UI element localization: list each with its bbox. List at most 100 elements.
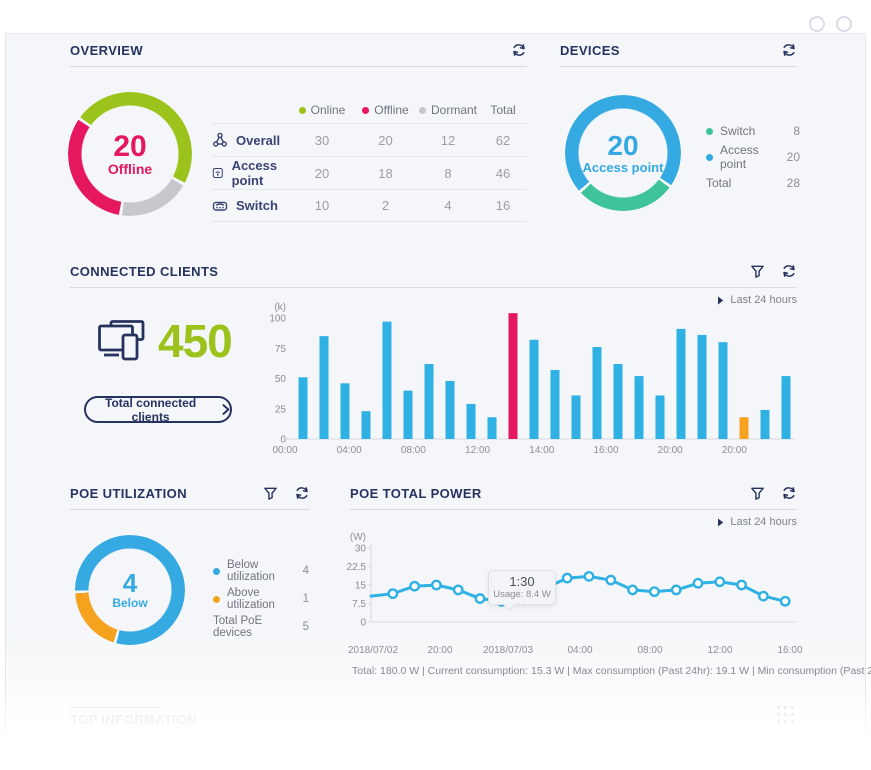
connected-clients-bar-chart: (k) 0 25 50 75 100 00:00 04:00 08:00 12:00 14:00 16… — [269, 302, 795, 456]
cell-value: 2 — [381, 198, 390, 213]
overview-donut-value: 20 — [113, 129, 147, 163]
poe-utilization-legend: Below utilization 4 Above utilization 1 … — [213, 557, 309, 641]
play-triangle-icon — [718, 296, 724, 304]
switch-icon — [212, 201, 228, 211]
svg-text:50: 50 — [275, 374, 287, 385]
legend-dot — [213, 567, 220, 575]
legend-dot — [362, 106, 370, 114]
overview-donut-label: Offline — [107, 161, 153, 178]
svg-text:16:00: 16:00 — [593, 445, 618, 456]
svg-text:08:00: 08:00 — [401, 445, 426, 456]
svg-text:14:00: 14:00 — [529, 445, 554, 456]
window-control-button[interactable] — [809, 16, 825, 32]
window-control-button[interactable] — [836, 16, 852, 32]
cell-value: 62 — [495, 132, 511, 148]
svg-text:04:00: 04:00 — [567, 645, 592, 656]
legend-label: Below utilization — [227, 559, 275, 583]
filter-icon[interactable] — [750, 264, 765, 279]
time-range-selector[interactable]: Last 24 hours — [717, 294, 797, 306]
poe-utilization-section-header: POE UTILIZATION — [70, 485, 310, 510]
refresh-icon[interactable] — [781, 263, 797, 279]
legend-dot — [418, 106, 426, 114]
refresh-icon[interactable] — [511, 42, 527, 58]
poe-power-line-chart: (W) 0 7.5 15 22.5 30 2018/07/02 20:00 2018/07/03… — [347, 532, 803, 656]
filter-icon[interactable] — [263, 486, 278, 501]
legend-label: Above utilization — [227, 587, 275, 611]
legend-item: Access point 20 — [706, 143, 800, 171]
cell-value: 10 — [314, 198, 330, 213]
devices-donut-label: Access point — [582, 159, 664, 175]
overview-section-header: OVERVIEW — [70, 42, 527, 67]
devices-legend: Switch 8 Access point 20 Total 28 — [706, 118, 800, 196]
legend-item: Switch 8 — [706, 118, 800, 144]
svg-text:12:00: 12:00 — [707, 645, 732, 656]
tooltip-time: 1:30 — [509, 574, 535, 589]
legend-item: Total 28 — [706, 170, 800, 196]
button-label: Total connected clients — [105, 395, 197, 424]
poe-utilization-donut: 4 Below — [75, 535, 185, 645]
time-range-selector[interactable]: Last 24 hours — [717, 516, 797, 528]
time-range-label: Last 24 hours — [730, 294, 797, 306]
svg-text:75: 75 — [275, 344, 287, 355]
overview-title: OVERVIEW — [70, 42, 144, 58]
legend-value: 5 — [302, 621, 309, 633]
cell-value: 46 — [495, 165, 511, 181]
row-label: Switch — [236, 198, 278, 213]
legend-label: Total — [706, 176, 732, 190]
legend-value: 20 — [786, 150, 800, 164]
table-row: Switch 10 2 4 16 — [212, 189, 527, 222]
play-triangle-icon — [718, 518, 724, 526]
devices-icon — [98, 320, 145, 361]
svg-text:20:00: 20:00 — [658, 445, 683, 456]
legend-item: Below utilization 4 — [213, 557, 309, 585]
legend-dot — [706, 153, 713, 161]
svg-text:22.5: 22.5 — [347, 562, 367, 573]
legend-label: Access point — [720, 143, 759, 171]
topology-icon — [213, 132, 228, 147]
refresh-icon[interactable] — [781, 485, 797, 501]
svg-text:16:00: 16:00 — [777, 645, 802, 656]
legend-item: Total PoE devices 5 — [213, 613, 309, 641]
devices-title: DEVICES — [560, 42, 620, 58]
svg-text:7.5: 7.5 — [352, 599, 366, 610]
svg-text:(W): (W) — [350, 532, 366, 543]
refresh-icon[interactable] — [781, 42, 797, 58]
tooltip-usage: Usage: 8.4 W — [493, 589, 551, 600]
refresh-icon[interactable] — [294, 485, 310, 501]
svg-text:(k): (k) — [274, 302, 286, 313]
poe-power-stats: Total: 180.0 W | Current consumption: 15… — [352, 665, 871, 677]
svg-text:2018/07/02: 2018/07/02 — [348, 645, 398, 656]
filter-icon[interactable] — [750, 486, 765, 501]
cell-value: 8 — [444, 165, 452, 181]
connected-clients-total: 450 — [158, 315, 233, 367]
drag-handle[interactable] — [777, 706, 794, 723]
connected-clients-section-header: CONNECTED CLIENTS — [70, 263, 797, 288]
poe-total-power-section-header: POE TOTAL POWER — [350, 485, 797, 510]
cell-value: 4 — [444, 198, 452, 213]
column-header: Offline — [374, 103, 409, 117]
legend-value: 1 — [302, 593, 309, 605]
svg-text:30: 30 — [355, 543, 367, 554]
connected-clients-title: CONNECTED CLIENTS — [70, 263, 219, 279]
legend-dot — [213, 595, 220, 603]
devices-donut: 20 Access point — [565, 95, 681, 211]
cell-value: 12 — [440, 132, 456, 148]
overview-table-header: Online Offline Dormant Total — [212, 97, 527, 123]
devices-section-header: DEVICES — [560, 42, 797, 67]
svg-text:25: 25 — [275, 404, 287, 415]
legend-value: 28 — [786, 176, 800, 190]
devices-donut-value: 20 — [607, 130, 639, 162]
column-header: Dormant — [430, 103, 477, 117]
access-point-icon — [212, 168, 223, 178]
legend-label: Total PoE devices — [213, 615, 263, 639]
poe-donut-label: Below — [112, 596, 148, 611]
svg-text:04:00: 04:00 — [337, 445, 362, 456]
cell-value: 20 — [378, 132, 393, 148]
svg-text:20:00: 20:00 — [427, 645, 452, 656]
legend-dot — [706, 127, 713, 135]
overview-table: Online Offline Dormant Total Overall 30 … — [212, 97, 527, 222]
table-row: Access point 20 18 8 46 — [212, 156, 527, 189]
devices-donut-ring — [565, 95, 681, 211]
total-connected-clients-button[interactable]: Total connected clients — [84, 395, 232, 424]
poe-utilization-title: POE UTILIZATION — [70, 485, 187, 501]
